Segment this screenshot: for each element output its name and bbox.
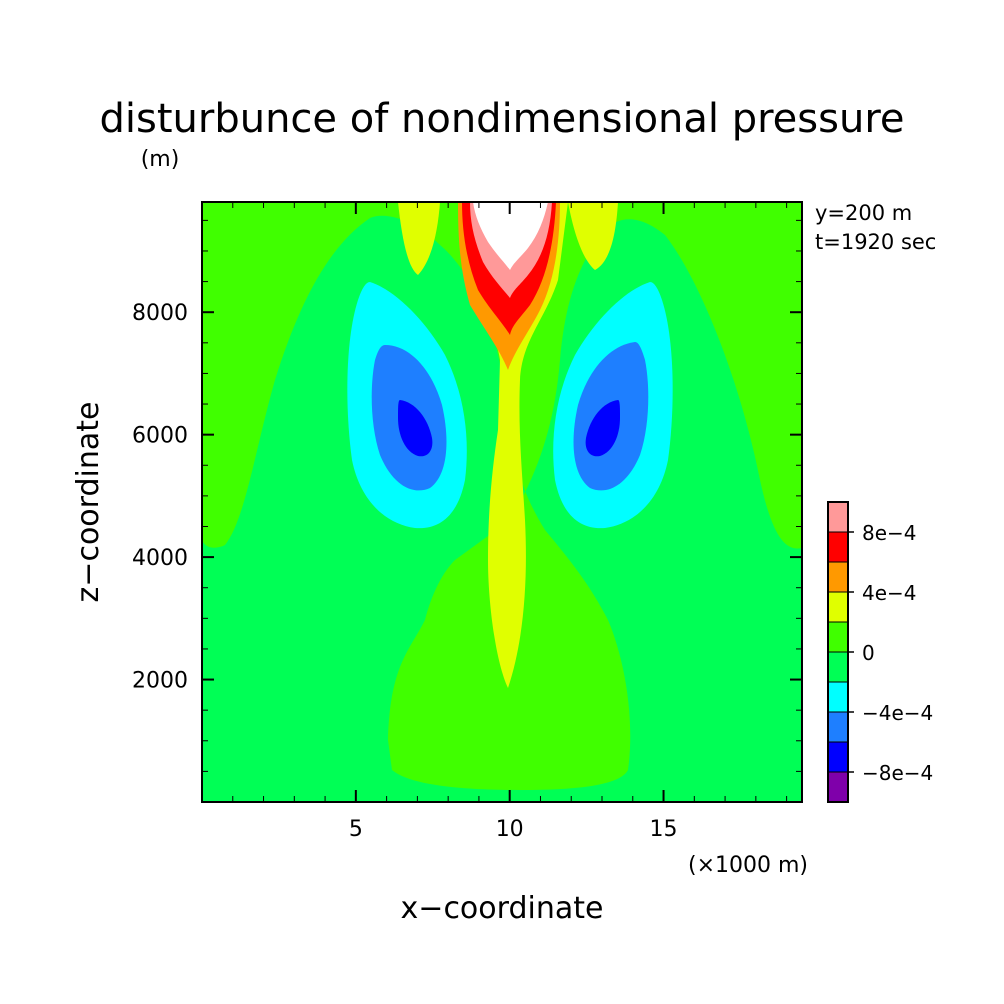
y-tick-label: 4000	[132, 546, 188, 571]
colorbar-swatch	[827, 681, 849, 713]
colorbar-swatch	[827, 561, 849, 593]
minor-ticks	[202, 202, 802, 802]
x-tick-label: 5	[349, 817, 363, 842]
y-tick-label: 8000	[132, 301, 188, 326]
colorbar-swatch	[827, 741, 849, 773]
contour-yellow	[460, 202, 568, 688]
contour-white	[473, 202, 548, 270]
units-label: (m)	[141, 147, 180, 172]
contour-yellow-right-arm	[568, 202, 618, 270]
colorbar-tick-label: −4e−4	[862, 701, 933, 725]
x-tick-label: 10	[496, 817, 524, 842]
colorbar-swatch	[827, 651, 849, 683]
x-axis-label: x−coordinate	[401, 891, 604, 926]
colorbar-swatch	[827, 621, 849, 653]
colorbar-tick-label: −8e−4	[862, 761, 933, 785]
y-tick-labels: 2000 4000 6000 8000	[132, 301, 188, 693]
y-axis-label: z−coordinate	[71, 402, 106, 603]
colorbar-swatch	[827, 501, 849, 533]
annotation-t: t=1920 sec	[815, 230, 936, 254]
colorbar	[827, 501, 849, 803]
colorbar-swatch	[827, 591, 849, 623]
contour-darkblue-right	[585, 400, 620, 457]
colorbar-swatch	[827, 531, 849, 563]
x-tick-labels: 5 10 15	[349, 817, 678, 842]
y-tick-label: 2000	[132, 669, 188, 694]
contour-yellow-left-arm	[398, 202, 440, 275]
contour-darkblue-left	[398, 400, 433, 457]
x-tick-label: 15	[650, 817, 678, 842]
major-ticks	[202, 202, 802, 802]
colorbar-tick-label: 0	[862, 641, 875, 665]
colorbar-labels: 8e−4 4e−4 0 −4e−4 −8e−4	[848, 521, 933, 785]
plot-frame	[201, 201, 803, 803]
colorbar-tick-label: 4e−4	[862, 581, 917, 605]
contour-fill	[202, 202, 802, 790]
colorbar-tick-label: 8e−4	[862, 521, 917, 545]
x-unit-label: (×1000 m)	[688, 853, 808, 878]
colorbar-swatch	[827, 771, 849, 803]
annotation-y: y=200 m	[815, 201, 912, 225]
colorbar-swatch	[827, 711, 849, 743]
y-tick-label: 6000	[132, 424, 188, 449]
chart-title: disturbunce of nondimensional pressure	[100, 96, 905, 142]
plot-area	[201, 201, 803, 803]
